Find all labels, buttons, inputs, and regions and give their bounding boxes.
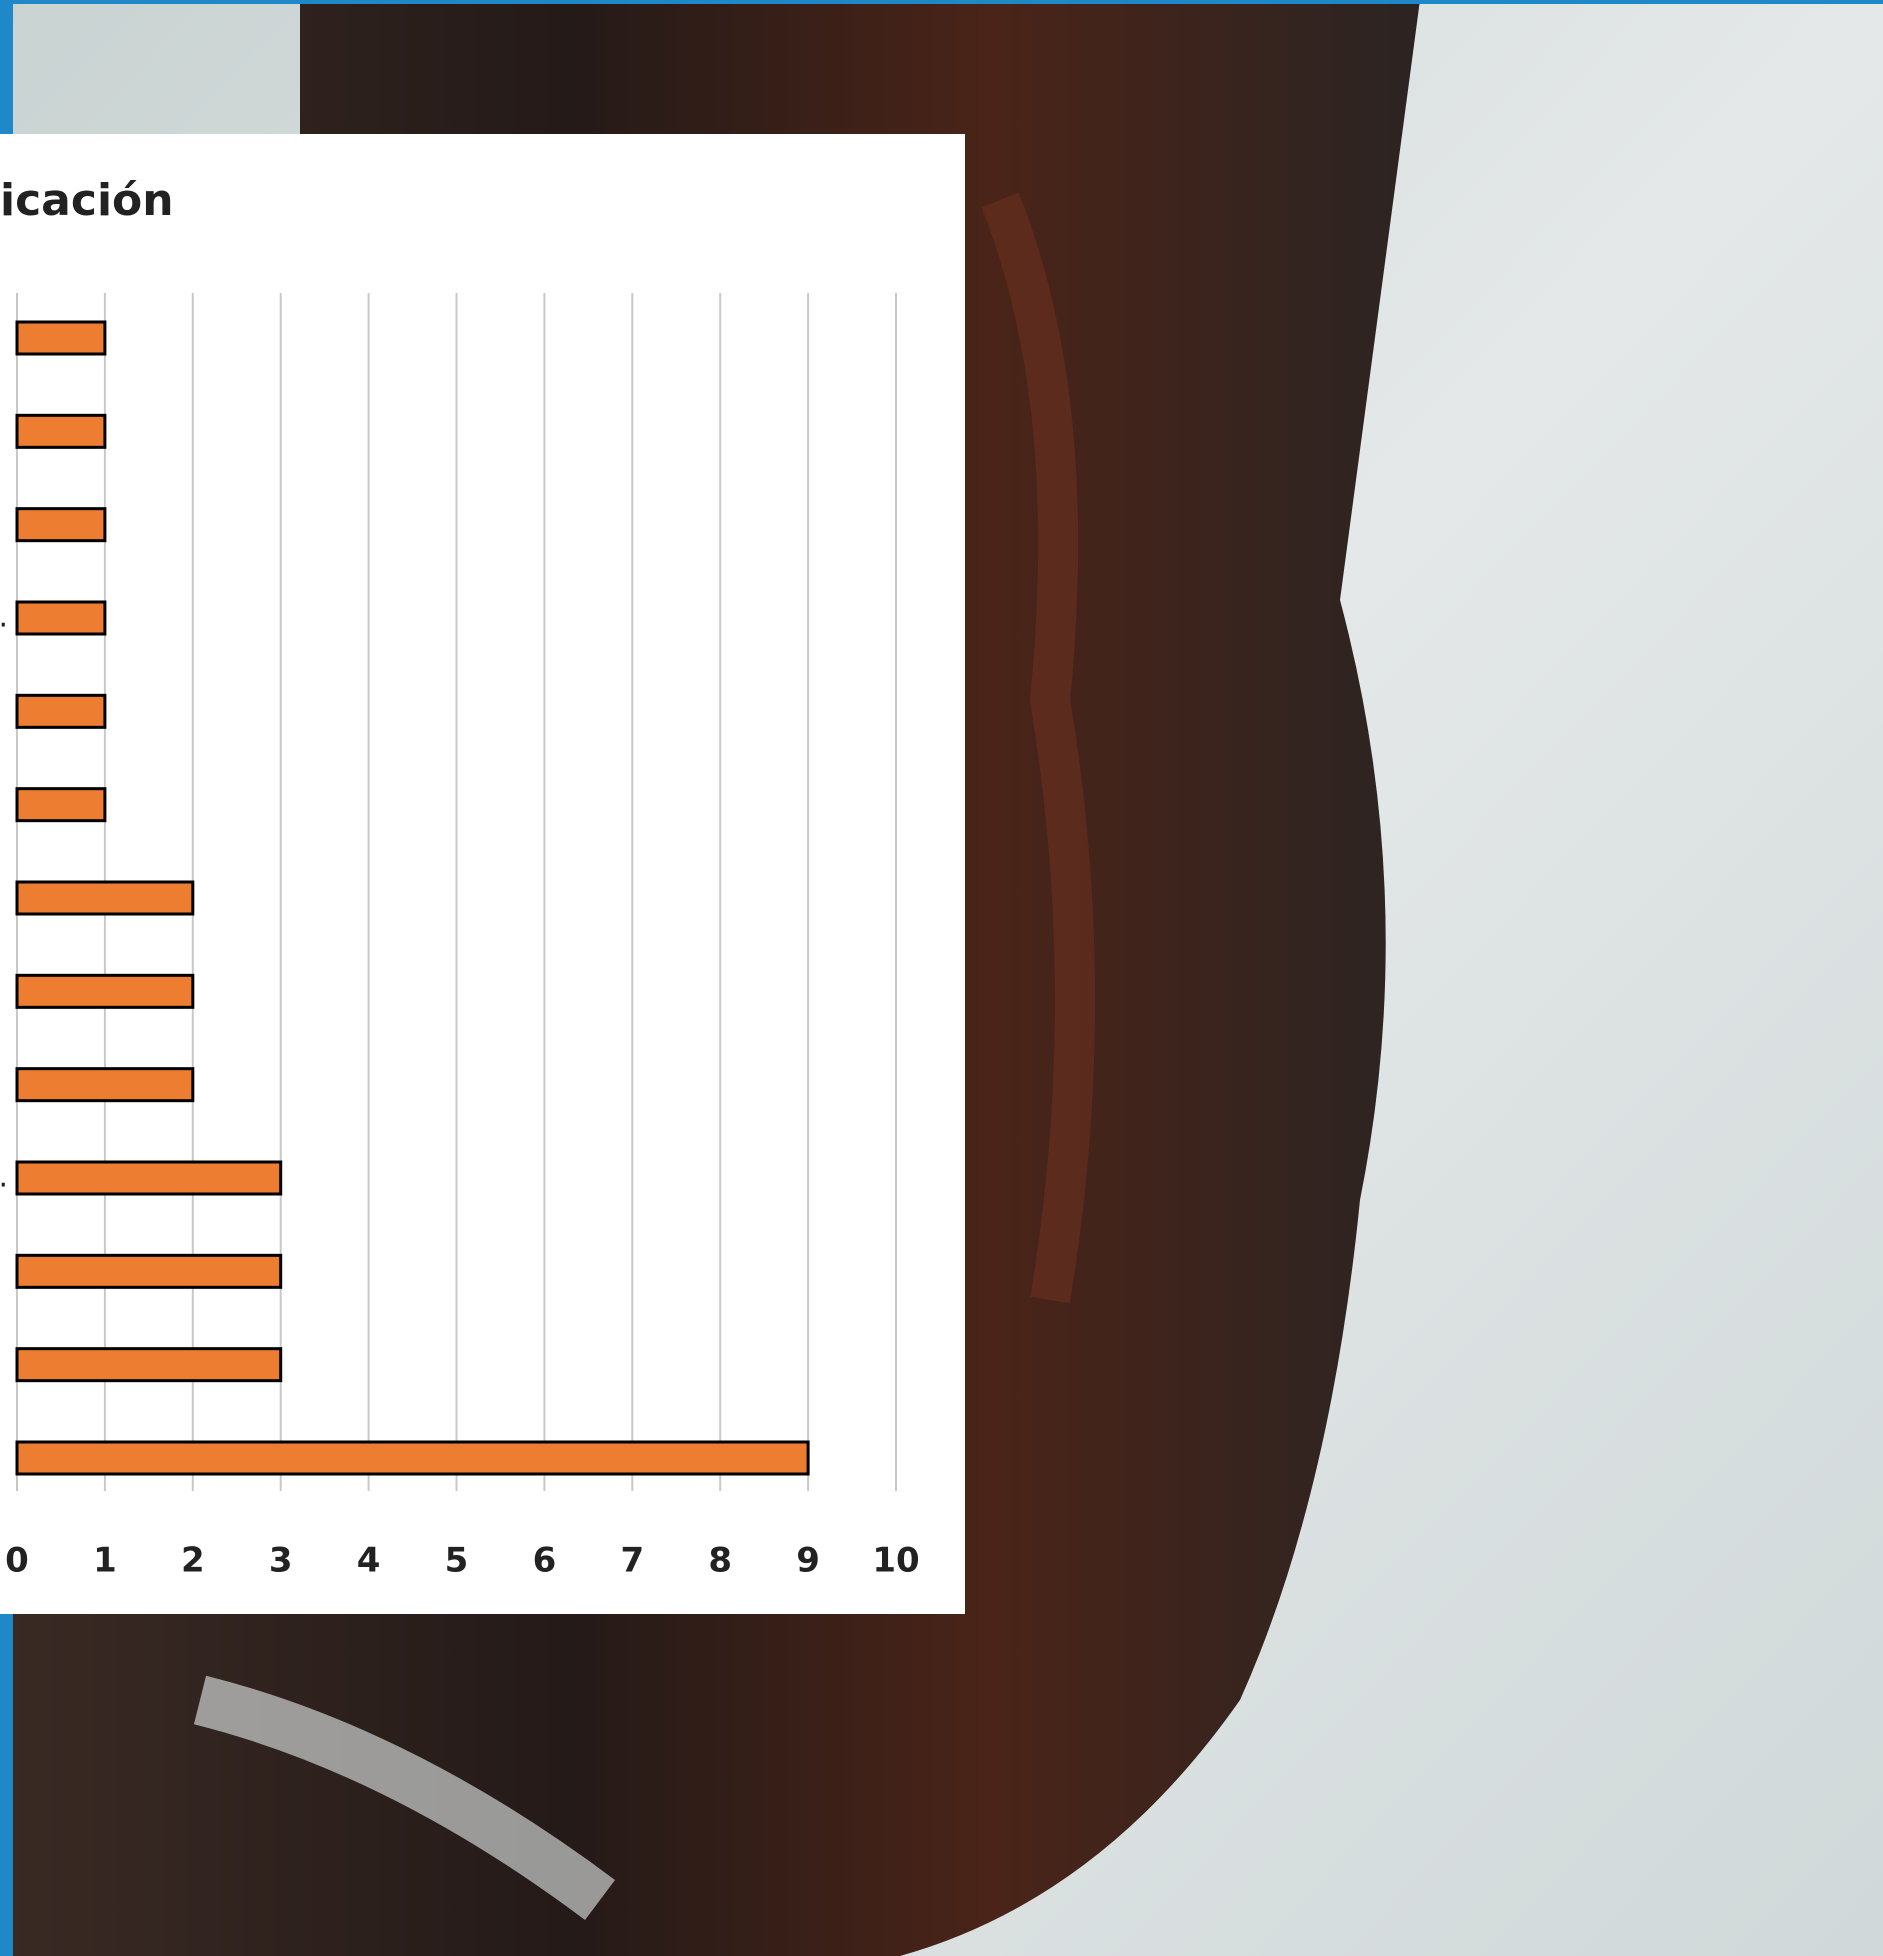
plot: 0 1 2 3 4 5 6 7 8 9 10.. — [0, 293, 920, 1581]
x-tick-label: 6 — [533, 1541, 557, 1581]
bar — [15, 880, 195, 916]
x-tick-label: 0 — [5, 1541, 29, 1581]
bar — [15, 413, 107, 449]
left-border — [0, 1614, 13, 1956]
bar — [15, 1440, 810, 1476]
bar — [15, 1347, 283, 1383]
left-border — [0, 0, 13, 134]
x-tick-label: 10 — [872, 1541, 919, 1581]
x-tick-label: 8 — [708, 1541, 732, 1581]
x-tick-label: 9 — [796, 1541, 820, 1581]
chart-title: icación — [0, 175, 174, 226]
bar — [15, 507, 107, 543]
bar — [15, 320, 107, 356]
x-tick-label: 7 — [620, 1541, 644, 1581]
bar — [15, 1253, 283, 1289]
chart-panel — [0, 134, 965, 1614]
y-tick-label: . — [0, 1160, 8, 1195]
x-tick-label: 2 — [181, 1541, 205, 1581]
bar — [15, 600, 107, 636]
bar — [15, 1160, 283, 1196]
bar — [15, 693, 107, 729]
x-tick-label: 1 — [93, 1541, 117, 1581]
bar — [15, 1067, 195, 1103]
bar — [15, 973, 195, 1009]
x-tick-label: 5 — [445, 1541, 469, 1581]
y-tick-label: . — [0, 600, 8, 635]
bar — [15, 787, 107, 823]
top-border — [0, 0, 1883, 4]
x-tick-label: 4 — [357, 1541, 381, 1581]
x-tick-label: 3 — [269, 1541, 293, 1581]
